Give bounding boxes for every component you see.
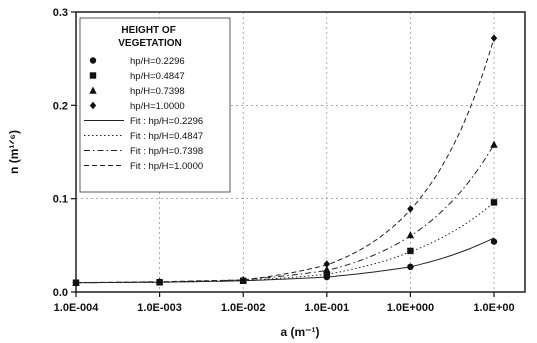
plot-frame [75, 11, 526, 293]
legend-label: hp/H=0.2296 [130, 56, 185, 67]
fit-line [75, 202, 495, 284]
fit-line [75, 237, 495, 284]
legend-label: Fit : hp/H=0.4847 [130, 131, 203, 142]
legend-label: hp/H=0.4847 [130, 71, 185, 82]
data-point [323, 271, 330, 278]
data-point [407, 263, 414, 270]
legend-label: hp/H=1.0000 [130, 101, 185, 112]
data-point [240, 276, 247, 284]
fit-line [75, 37, 495, 284]
x-tick-label: 1.0E+000 [387, 302, 434, 314]
data-point [407, 205, 414, 213]
data-point [156, 277, 163, 286]
x-tick-label: 1.0E-002 [221, 302, 266, 314]
legend-box [79, 17, 231, 193]
data-point [490, 238, 498, 245]
legend-label: Fit : hp/H=0.2296 [130, 116, 203, 127]
x-tick-label: 1.0E-001 [304, 302, 349, 314]
legend-title: HEIGHT OF VEGETATION [118, 25, 182, 49]
data-point [490, 140, 498, 148]
legend-marker [89, 86, 97, 94]
legend-marker [89, 57, 97, 64]
legend: HEIGHT OF VEGETATION hp/H=0.2296 hp/H=0.4… [79, 17, 231, 193]
y-tick-label: 0.0 [53, 287, 68, 299]
ticks: 0.0 0.1 0.2 0.3 1.0E-004 1.0E-003 1.0E-002 1.0E… [53, 7, 515, 314]
y-tick-label: 0.1 [53, 194, 68, 206]
x-tick-label: 1.0E+00 [473, 302, 514, 314]
data-points [72, 34, 498, 287]
axes [75, 11, 526, 293]
legend-label: Fit : hp/H=0.7398 [130, 146, 203, 157]
legend-label: Fit : hp/H=1.0000 [130, 161, 203, 172]
y-axis-title: n (m¹ᐟ⁶) [7, 130, 21, 174]
x-tick-label: 1.0E-004 [54, 302, 100, 314]
data-point [407, 247, 414, 255]
y-tick-label: 0.3 [53, 7, 68, 19]
data-point [323, 260, 330, 268]
data-point [490, 34, 498, 42]
fit-line [75, 144, 495, 284]
y-tick-label: 0.2 [53, 100, 68, 112]
legend-title-line-2: VEGETATION [118, 38, 182, 49]
data-point [323, 265, 331, 273]
data-point [72, 278, 80, 287]
x-tick-label: 1.0E-003 [137, 302, 182, 314]
legend-marker [89, 72, 97, 79]
legend-title-line-1: HEIGHT OF [121, 25, 175, 36]
legend-label: hp/H=0.7398 [130, 86, 185, 97]
fit-curves [75, 37, 495, 284]
data-point [406, 231, 415, 239]
x-axis-title: a (m⁻¹) [281, 325, 320, 339]
legend-marker [89, 101, 97, 110]
data-point [490, 199, 498, 206]
